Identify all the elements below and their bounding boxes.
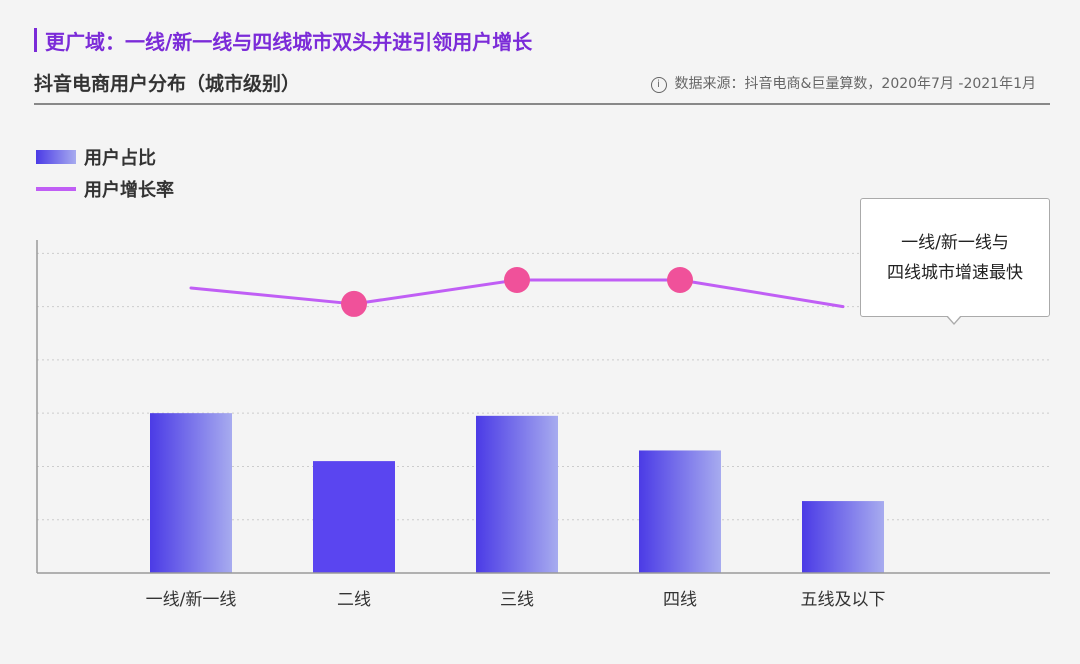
info-circle-icon: i [650,77,667,93]
chart-title: 抖音电商用户分布（城市级别） [34,73,301,95]
data-source-text: 数据来源：抖音电商&巨量算数，2020年7月 -2021年1月 [674,76,1037,92]
bar-series [150,413,884,573]
header-accent-bar [34,28,37,52]
page-title: 更广域：一线/新一线与四线城市双头并进引领用户增长 [45,30,533,54]
line-marker-4 [667,266,693,293]
x-tick-label: 五线及以下 [801,590,886,610]
legend-swatch-line [36,187,76,191]
data-source: i 数据来源：抖音电商&巨量算数，2020年7月 -2021年1月 [650,73,1037,93]
x-tick-labels: 一线/新一线 二线 三线 四线 五线及以下 [146,590,886,610]
line-marker-3 [504,266,530,293]
line-series [189,266,845,317]
x-tick-label: 一线/新一线 [146,590,237,610]
bar-4 [639,450,721,573]
bar-2 [313,461,395,573]
callout-line-1: 一线/新一线与 [901,232,1009,253]
line-marker-2 [341,290,367,317]
legend-label-bar: 用户占比 [84,148,156,169]
bar-1 [150,413,232,573]
chart-legend: 用户占比 用户增长率 [36,141,174,205]
legend-item-line: 用户增长率 [36,173,174,205]
bar-5 [802,501,884,573]
legend-label-line: 用户增长率 [84,180,174,201]
callout-line-2: 四线城市增速最快 [887,262,1023,283]
legend-item-bar: 用户占比 [36,141,174,173]
legend-swatch-bar [36,150,76,164]
bar-3 [476,415,558,573]
x-tick-label: 三线 [500,590,534,610]
callout-pointer [946,315,962,325]
axes [36,240,1050,574]
x-tick-label: 四线 [663,590,697,610]
header-divider [34,103,1050,105]
callout-box: 一线/新一线与 四线城市增速最快 [860,198,1050,317]
x-tick-label: 二线 [337,590,371,610]
